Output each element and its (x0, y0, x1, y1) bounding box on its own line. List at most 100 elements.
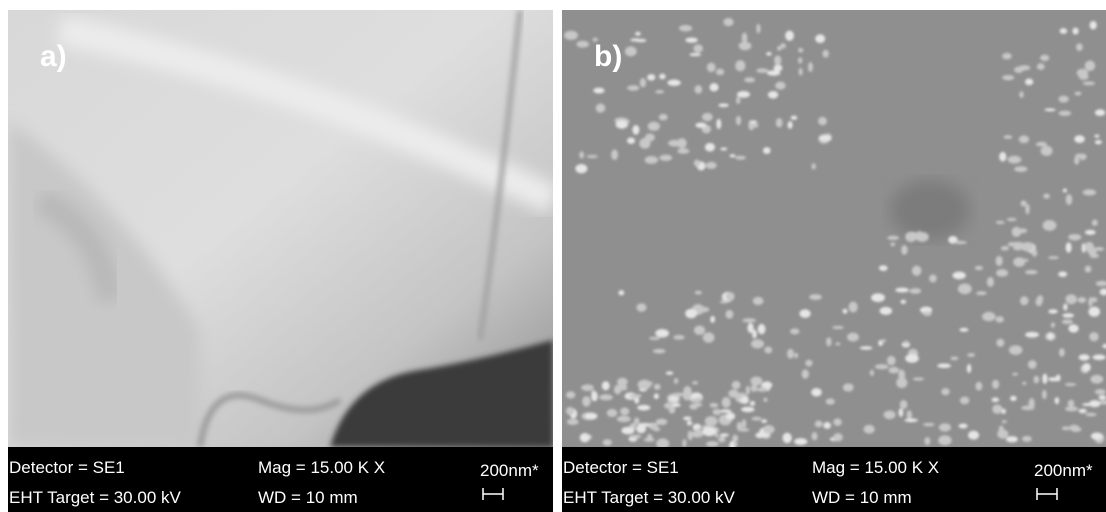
particle (1001, 246, 1009, 251)
particle (730, 154, 736, 157)
particle (722, 397, 731, 408)
particle (669, 396, 678, 402)
particle (1043, 194, 1050, 199)
particle (746, 386, 750, 395)
particle (913, 377, 924, 380)
particle (996, 256, 1003, 266)
particle (904, 418, 918, 422)
particle (1066, 242, 1072, 253)
particle (616, 120, 628, 128)
particle (659, 74, 665, 80)
particle (1025, 270, 1038, 274)
particle (1025, 79, 1033, 86)
particle (1078, 409, 1086, 414)
particle (999, 152, 1006, 162)
particle (683, 386, 691, 397)
particle (1025, 204, 1029, 215)
particle (751, 417, 761, 421)
particle (787, 349, 794, 359)
particle (881, 339, 886, 342)
particle (826, 398, 835, 404)
particle (823, 422, 831, 429)
particle (707, 63, 716, 72)
particle (774, 55, 781, 65)
particle (871, 293, 885, 302)
particle (564, 31, 578, 40)
particle (1068, 324, 1078, 332)
particle (910, 288, 922, 294)
particle (959, 328, 968, 332)
particle (798, 48, 803, 53)
magnification: Mag = 15.00 K X (258, 458, 385, 477)
particle (655, 329, 669, 338)
particle (688, 430, 693, 440)
particle (975, 266, 983, 270)
particle (1051, 322, 1055, 327)
particle (763, 398, 767, 402)
micrograph-a (8, 10, 553, 447)
particle (585, 413, 597, 420)
particle (1083, 81, 1095, 85)
particle (742, 318, 756, 322)
particle (1043, 220, 1057, 231)
particle (720, 147, 727, 150)
particle (627, 85, 639, 90)
particle (1040, 55, 1049, 62)
particle (732, 390, 736, 393)
particle (888, 367, 899, 374)
particle (625, 46, 637, 56)
particle (1055, 397, 1060, 404)
particle (987, 277, 994, 287)
particle (705, 143, 715, 152)
particle (720, 409, 731, 412)
particle (1065, 383, 1076, 386)
particle (1037, 295, 1043, 303)
particle (695, 428, 702, 436)
particle (832, 326, 844, 329)
particle (900, 400, 908, 409)
particle (656, 419, 668, 425)
particle (718, 103, 729, 107)
particle (975, 382, 982, 391)
particle (1095, 389, 1106, 395)
particle (1089, 332, 1098, 341)
particle (766, 52, 772, 56)
particle (640, 78, 646, 87)
particle (692, 381, 698, 385)
particle (901, 245, 907, 255)
particle (742, 32, 748, 43)
particle (753, 297, 764, 305)
particle (677, 138, 687, 148)
particle (1048, 256, 1059, 259)
particle (599, 394, 612, 400)
particle (580, 433, 590, 442)
particle (785, 31, 794, 41)
particle (586, 155, 597, 158)
particle (1002, 420, 1008, 423)
particle (879, 265, 888, 271)
particle (843, 383, 854, 391)
particle (1011, 242, 1024, 247)
particle (630, 435, 641, 439)
particle (833, 433, 843, 441)
particle (637, 405, 650, 411)
particle (939, 423, 951, 431)
particle (1047, 333, 1053, 340)
particle (1062, 319, 1073, 324)
particle (799, 68, 803, 76)
particle (647, 434, 653, 441)
particle (1041, 146, 1053, 156)
particle (654, 384, 661, 390)
particle (818, 117, 827, 125)
particle (685, 309, 697, 319)
figure: a)Detector = SE1EHT Target = 30.00 kVMag… (0, 0, 1106, 512)
particle (1059, 96, 1069, 103)
particle (1042, 374, 1047, 384)
particle (740, 397, 749, 404)
particle (1077, 69, 1089, 77)
particle (659, 114, 668, 121)
particle (776, 118, 783, 127)
particle (764, 347, 772, 354)
particle (627, 137, 635, 143)
particle (967, 353, 975, 357)
